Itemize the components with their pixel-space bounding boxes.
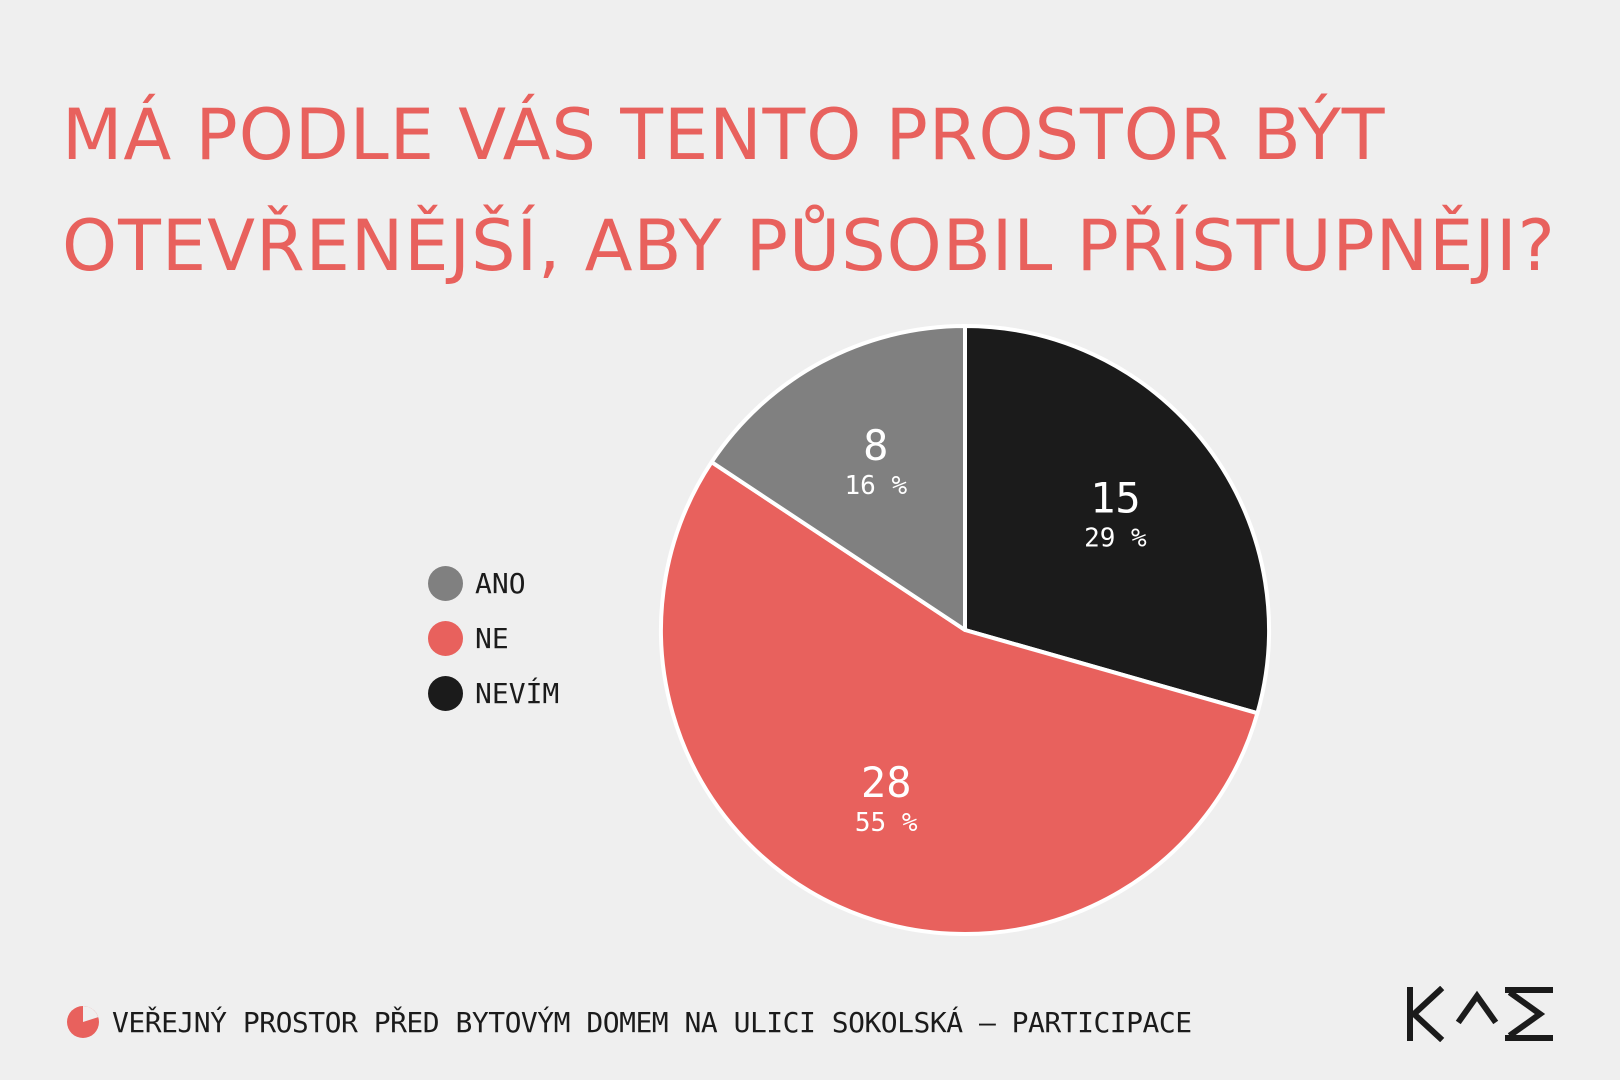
slice-percent-nevim: 29 % xyxy=(1084,523,1147,553)
legend-label-nevim: NEVÍM xyxy=(475,677,560,710)
footer-caption: VEŘEJNÝ PROSTOR PŘED BYTOVÝM DOMEM NA UL… xyxy=(112,1005,1192,1039)
legend-label-ano: ANO xyxy=(475,567,526,600)
chart-title-line-1: MÁ PODLE VÁS TENTO PROSTOR BÝT xyxy=(62,94,1386,176)
legend-swatch-ne xyxy=(428,621,463,656)
legend-swatch-ano xyxy=(428,566,463,601)
slice-percent-ano: 16 % xyxy=(845,471,908,501)
pie-slice-ne xyxy=(659,460,1260,936)
chart-title-line-2: OTEVŘENĚJŠÍ, ABY PŮSOBIL PŘÍSTUPNĚJI? xyxy=(62,205,1556,287)
chart-title: MÁ PODLE VÁS TENTO PROSTOR BÝT OTEVŘENĚJ… xyxy=(62,80,1582,302)
slice-value-ne: 28 xyxy=(861,758,912,807)
pie-slices xyxy=(659,324,1271,936)
legend-label-ne: NE xyxy=(475,622,509,655)
pie-slice-nevim xyxy=(963,324,1271,716)
pie-slice-ano xyxy=(709,324,967,632)
slice-value-nevim: 15 xyxy=(1090,473,1141,522)
chart-legend: ANO NE NEVÍM xyxy=(428,556,559,721)
pie-chart-icon xyxy=(67,1006,99,1038)
legend-item-ano: ANO xyxy=(428,556,559,611)
legend-item-nevim: NEVÍM xyxy=(428,666,559,721)
legend-item-ne: NE xyxy=(428,611,559,666)
legend-swatch-nevim xyxy=(428,676,463,711)
slice-percent-ne: 55 % xyxy=(855,808,918,838)
slice-value-ano: 8 xyxy=(863,421,888,470)
kam-logo xyxy=(1407,986,1553,1042)
footer: VEŘEJNÝ PROSTOR PŘED BYTOVÝM DOMEM NA UL… xyxy=(66,1005,1192,1039)
